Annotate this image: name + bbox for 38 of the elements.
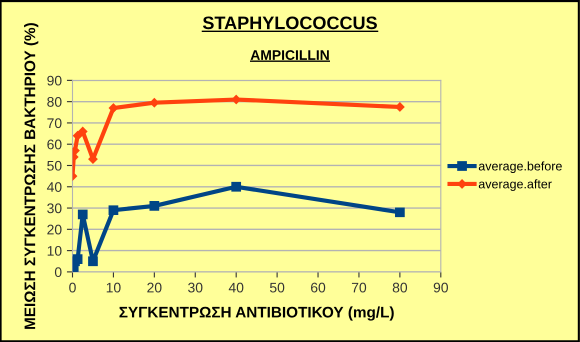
point: [231, 182, 242, 192]
x-tick-label: 60: [311, 282, 326, 293]
chart-title: STAPHYLOCOCCUS: [202, 16, 377, 30]
y-tick-label: 30: [47, 203, 62, 214]
point: [78, 210, 88, 220]
y-tick-label: 10: [48, 246, 62, 256]
legend-label: average.before: [478, 161, 562, 174]
x-tick-label: 40: [228, 282, 244, 293]
x-tick-label: 80: [392, 282, 408, 293]
point: [108, 205, 118, 216]
point: [108, 103, 118, 113]
y-tick-label: 70: [47, 118, 62, 128]
x-tick-label: 10: [106, 282, 121, 293]
x-tick-label: 90: [434, 282, 448, 293]
x-tick-label: 70: [352, 282, 366, 293]
x-tick-label: 50: [270, 282, 284, 293]
point: [395, 102, 404, 112]
x-tick-label: 30: [188, 282, 202, 293]
y-tick-label: 80: [47, 96, 62, 107]
y-tick-label: 60: [47, 140, 62, 150]
x-axis-title: ΣΥΓΚΕΝΤΡΩΣΗ ΑΝΤΙΒΙΟΤΙΚΟΥ (mg/L): [119, 306, 394, 321]
point: [149, 201, 160, 211]
point: [72, 131, 82, 140]
y-tick-label: 90: [47, 76, 62, 86]
y-axis-title: ΜΕΙΩΣΗ ΣΥΓΚΕΝΤΡΩΣΗΣ ΒΑΚΤΗΡΙΟΥ (%): [24, 23, 38, 329]
y-tick-label: 20: [47, 224, 62, 234]
point: [232, 94, 241, 104]
y-tick-label: 40: [46, 182, 62, 192]
point: [78, 126, 88, 136]
point: [395, 207, 405, 218]
legend-label: average.after: [478, 179, 552, 191]
y-tick-label: 0: [54, 267, 62, 278]
point: [72, 254, 82, 264]
x-tick-label: 20: [147, 282, 162, 293]
point: [88, 256, 98, 266]
y-tick-label: 50: [47, 160, 62, 171]
chart-subtitle: AMPICILLIN: [250, 50, 329, 60]
x-tick-label: 0: [69, 282, 76, 293]
